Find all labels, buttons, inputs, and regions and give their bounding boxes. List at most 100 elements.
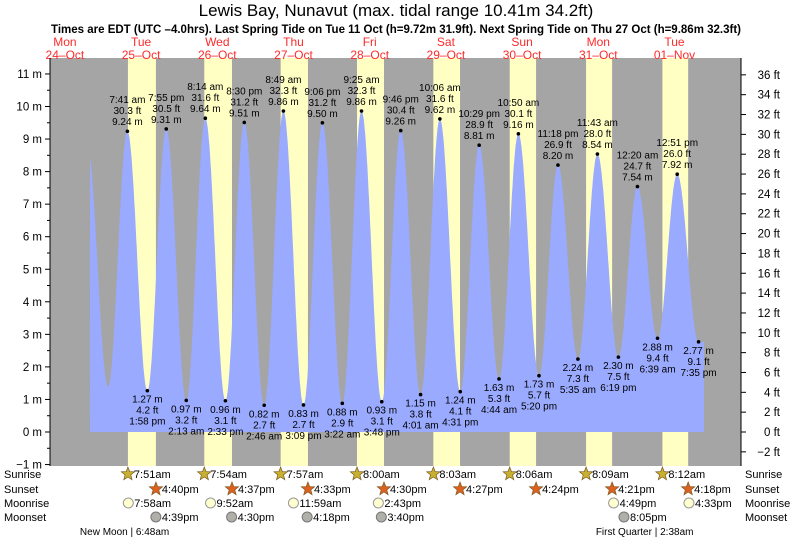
y-tick-label-ft: 20 ft xyxy=(758,229,781,241)
tide-low-label-time: 6:39 am xyxy=(639,364,675,375)
day-label-dow: Sat xyxy=(437,35,456,49)
sunrise-icon xyxy=(349,466,365,481)
tide-low-label-m: 0.96 m xyxy=(210,405,241,416)
y-tick-label-m: 10 m xyxy=(16,102,42,114)
tide-high-label-time: 11:43 am xyxy=(577,118,618,129)
row-label-moonset: Moonset xyxy=(745,512,787,524)
tide-high-label-m: 8.20 m xyxy=(543,151,574,162)
tide-high-label-time: 12:51 pm xyxy=(656,138,698,149)
tide-high-point xyxy=(595,152,600,156)
tide-low-point xyxy=(497,377,501,381)
tide-high-label-time: 8:49 am xyxy=(265,75,301,86)
tide-low-label-m: 0.82 m xyxy=(249,409,280,420)
tide-high-point xyxy=(675,172,679,177)
tide-high-label-m: 7.92 m xyxy=(662,160,693,171)
y-tick-label-ft: 12 ft xyxy=(758,308,781,320)
sunrise-time: 8:03am xyxy=(439,469,476,481)
sunrise-icon xyxy=(502,466,518,481)
sunset-time: 4:27pm xyxy=(466,484,503,496)
tide-high-label-m: 9.62 m xyxy=(425,105,456,116)
y-tick-label-ft: 32 ft xyxy=(758,110,781,122)
day-label-dow: Sun xyxy=(511,35,532,49)
tide-low-label-time: 3:22 am xyxy=(324,429,360,440)
sunrise-time: 8:09am xyxy=(592,469,629,481)
tide-low-point xyxy=(418,392,423,397)
sunset-icon xyxy=(148,481,164,496)
sunset-icon xyxy=(376,481,392,496)
tide-low-label-ft: 9.4 ft xyxy=(646,353,668,364)
tide-low-label-m: 2.30 m xyxy=(603,361,634,372)
tide-low-label-time: 4:31 pm xyxy=(442,418,478,429)
tide-low-label-time: 2:33 pm xyxy=(207,427,243,438)
tide-high-label-ft: 28.0 ft xyxy=(584,129,612,140)
y-tick-label-m: 2 m xyxy=(23,362,42,374)
sunset-time: 4:18pm xyxy=(694,484,731,496)
sunrise-icon xyxy=(273,466,289,481)
row-label-sunset: Sunset xyxy=(745,484,779,496)
tide-high-label-ft: 30.5 ft xyxy=(152,104,180,115)
tide-low-label-ft: 3.2 ft xyxy=(175,415,197,426)
sunrise-time: 8:00am xyxy=(363,469,400,481)
tide-high-point xyxy=(203,116,208,121)
tide-low-label-ft: 2.7 ft xyxy=(292,420,314,431)
y-tick-label-ft: 28 ft xyxy=(758,149,781,161)
tide-low-point xyxy=(696,340,701,344)
sunset-icon xyxy=(224,481,240,496)
tide-low-label-m: 0.97 m xyxy=(171,404,202,415)
tide-high-label-time: 9:06 pm xyxy=(304,87,340,98)
sunrise-icon xyxy=(654,466,671,481)
row-label-sunset-left: Sunset xyxy=(4,484,38,496)
day-label-date: 31–Oct xyxy=(579,48,618,62)
tide-high-label-m: 7.54 m xyxy=(622,173,653,184)
sunset-icon xyxy=(300,481,316,496)
moonrise-icon xyxy=(205,497,217,509)
moon-phase-label: New Moon | 6:48am xyxy=(80,527,169,538)
moonset-time: 4:30pm xyxy=(238,512,275,524)
y-tick-label-ft: 4 ft xyxy=(764,387,781,399)
sunrise-time: 8:06am xyxy=(516,469,553,481)
y-tick-label-m: 7 m xyxy=(23,199,42,211)
tide-low-point xyxy=(223,398,228,403)
sunset-icon xyxy=(604,481,620,496)
tide-low-point xyxy=(301,403,306,407)
tide-low-label-ft: 7.3 ft xyxy=(567,374,589,385)
tide-high-label-m: 9.50 m xyxy=(307,109,338,120)
y-tick-label-m: 9 m xyxy=(23,134,42,146)
y-tick-label-ft: 24 ft xyxy=(758,189,781,201)
moonrise-time: 7:58am xyxy=(134,498,171,510)
tide-low-label-ft: 4.1 ft xyxy=(449,407,471,418)
sunrise-icon xyxy=(120,466,136,481)
tide-low-point xyxy=(616,355,621,359)
tide-high-label-ft: 31.6 ft xyxy=(426,94,454,105)
chart-title: Lewis Bay, Nunavut (max. tidal range 10.… xyxy=(199,1,594,20)
moonrise-icon xyxy=(122,497,134,509)
tide-high-point xyxy=(281,109,286,113)
tide-low-label-ft: 4.2 ft xyxy=(136,406,158,417)
tide-high-label-m: 9.16 m xyxy=(503,120,534,131)
tide-high-label-time: 10:06 am xyxy=(419,83,461,94)
tide-high-label-ft: 30.4 ft xyxy=(387,106,415,117)
sunrise-icon xyxy=(578,466,594,481)
tide-high-label-m: 9.31 m xyxy=(151,115,182,126)
tide-high-point xyxy=(320,120,325,125)
y-tick-label-ft: 16 ft xyxy=(758,268,781,280)
y-tick-label-m: 5 m xyxy=(23,264,42,276)
y-tick-label-m: 3 m xyxy=(23,329,42,341)
tide-high-label-time: 9:46 pm xyxy=(383,95,419,106)
day-label-dow: Fri xyxy=(363,35,377,49)
tide-low-point xyxy=(379,399,384,404)
tide-low-label-time: 4:01 am xyxy=(402,421,438,432)
tide-high-label-ft: 26.0 ft xyxy=(663,149,691,160)
tide-low-label-time: 2:13 am xyxy=(168,426,204,437)
day-label-date: 25–Oct xyxy=(122,48,161,62)
tide-high-label-time: 8:30 pm xyxy=(226,86,262,97)
tide-low-label-ft: 9.1 ft xyxy=(687,357,709,368)
sunrise-icon xyxy=(425,466,441,481)
y-tick-label-ft: 34 ft xyxy=(758,90,781,102)
y-tick-label-ft: 18 ft xyxy=(758,248,781,260)
sunset-icon xyxy=(452,481,468,496)
tide-low-label-ft: 2.9 ft xyxy=(331,418,353,429)
tide-high-point xyxy=(635,184,640,189)
tide-high-label-ft: 32.3 ft xyxy=(269,86,297,97)
